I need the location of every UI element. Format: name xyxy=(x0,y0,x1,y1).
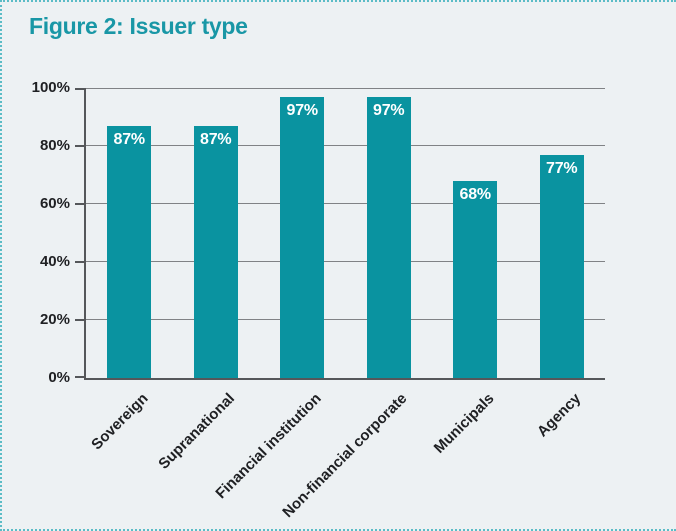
bar-slot: 87% Sovereign xyxy=(86,88,173,453)
bar-sovereign: 87% xyxy=(107,125,152,378)
gridline-80 xyxy=(86,145,605,146)
plot-area: 87% Sovereign 87% Supranational 97% Financial… xyxy=(32,80,606,521)
gridline-100 xyxy=(86,88,605,89)
x-category-label: Agency xyxy=(533,390,584,441)
bar-value-label: 97% xyxy=(373,101,405,119)
bar-slot: 77% Agency xyxy=(519,88,606,440)
x-category-label: Sovereign xyxy=(87,390,152,454)
bar-non-financial-corporate: 97% xyxy=(366,96,411,378)
bar-slot: 87% Supranational xyxy=(155,88,260,473)
bar-slot: 97% Non-financial corporate xyxy=(280,88,433,521)
y-tick-label: 20% xyxy=(39,311,70,328)
y-tick-label: 40% xyxy=(39,253,70,270)
bar-supranational: 87% xyxy=(193,125,238,378)
y-axis-tick xyxy=(75,376,84,378)
y-tick-label: 80% xyxy=(39,137,70,154)
x-category-label: Municipals xyxy=(430,390,498,457)
bar-municipals: 68% xyxy=(453,180,498,378)
gridline-60 xyxy=(86,203,605,204)
y-axis-tick xyxy=(75,88,84,90)
bar-value-label: 68% xyxy=(459,185,492,203)
bar-agency: 77% xyxy=(539,154,584,378)
bar-slot: 68% Municipals xyxy=(430,88,519,457)
figure-title: Figure 2: Issuer type xyxy=(29,13,248,39)
bar-value-label: 77% xyxy=(546,159,578,177)
bar-value-label: 87% xyxy=(113,130,146,148)
x-category-label: Supranational xyxy=(155,390,238,473)
bar-value-label: 87% xyxy=(200,130,232,148)
y-tick-label: 0% xyxy=(48,369,70,386)
bar-group: 87% Sovereign 87% Supranational 97% Financial… xyxy=(86,88,606,521)
bar-financial-institution: 97% xyxy=(280,96,325,378)
y-axis-tick xyxy=(75,203,84,205)
bar-slot: 97% Financial institution xyxy=(212,88,346,502)
y-tick-label: 100% xyxy=(31,79,70,96)
y-tick-label: 60% xyxy=(39,195,70,212)
gridline-20 xyxy=(86,319,605,320)
y-axis-tick xyxy=(75,145,84,147)
y-axis-tick xyxy=(75,261,84,263)
y-axis-tick xyxy=(75,319,84,321)
bar-value-label: 97% xyxy=(286,101,319,119)
gridline-40 xyxy=(86,261,605,262)
